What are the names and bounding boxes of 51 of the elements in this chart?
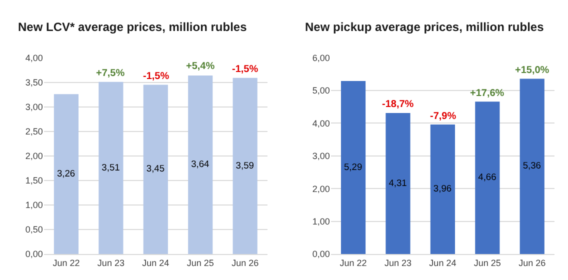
y-tick-label: 2,00 xyxy=(25,151,43,162)
x-tick-label: Jun 26 xyxy=(232,258,259,268)
y-tick-label: 3,50 xyxy=(25,77,43,88)
bar xyxy=(520,78,544,254)
data-label: 3,26 xyxy=(56,168,76,178)
data-label: 3,45 xyxy=(146,164,165,174)
bar xyxy=(340,81,366,254)
y-tick-label: 2,00 xyxy=(312,184,330,194)
y-tick-label: 4,00 xyxy=(312,118,330,128)
annotation: +15,0% xyxy=(515,65,550,76)
data-label: 3,64 xyxy=(191,159,210,170)
annotation: -1,5% xyxy=(143,71,170,82)
y-tick-label: 6,00 xyxy=(312,52,330,63)
y-tick-label: 3,00 xyxy=(312,151,330,162)
x-tick-label: Jun 22 xyxy=(52,258,80,268)
y-tick-label: 0,00 xyxy=(312,249,330,260)
x-tick-label: Jun 25 xyxy=(186,258,214,268)
annotation: -7,9% xyxy=(430,111,456,122)
y-tick-label: 3,00 xyxy=(25,102,43,112)
x-tick-label: Jun 23 xyxy=(97,258,124,268)
annotation: -18,7% xyxy=(382,99,414,110)
data-label: 4,66 xyxy=(478,172,496,182)
y-tick-label: 0,50 xyxy=(25,224,43,235)
data-label: 3,51 xyxy=(102,162,120,172)
annotation: +5,4% xyxy=(186,61,215,72)
y-tick-label: 0,00 xyxy=(25,249,43,260)
y-tick-label: 1,00 xyxy=(25,200,43,210)
annotation: -1,5% xyxy=(232,64,258,75)
data-label: 4,31 xyxy=(388,178,407,188)
x-tick-label: Jun 24 xyxy=(429,258,456,268)
data-label: 3,59 xyxy=(236,160,254,170)
y-tick-label: 2,50 xyxy=(25,126,43,137)
annotation: +7,5% xyxy=(96,68,125,79)
x-tick-label: Jun 23 xyxy=(384,258,412,268)
y-tick-label: 1,00 xyxy=(312,216,330,226)
bar xyxy=(430,124,455,254)
x-tick-label: Jun 25 xyxy=(474,258,501,268)
y-tick-label: 5,00 xyxy=(312,86,330,96)
chart-title: New pickup average prices, million rubles xyxy=(305,20,544,34)
x-tick-label: Jun 22 xyxy=(340,258,367,268)
chart-title: New LCV* average prices, million rubles xyxy=(18,20,248,34)
data-label: 3,96 xyxy=(433,184,452,194)
data-label: 5,36 xyxy=(522,160,541,171)
bar xyxy=(386,113,410,254)
x-tick-label: Jun 24 xyxy=(142,258,170,268)
x-tick-label: Jun 26 xyxy=(518,258,546,268)
y-tick-label: 1,50 xyxy=(25,176,43,186)
annotation: +17,6% xyxy=(470,88,504,99)
bar xyxy=(475,102,500,254)
data-label: 5,29 xyxy=(344,162,362,172)
y-tick-label: 4,00 xyxy=(25,52,43,63)
